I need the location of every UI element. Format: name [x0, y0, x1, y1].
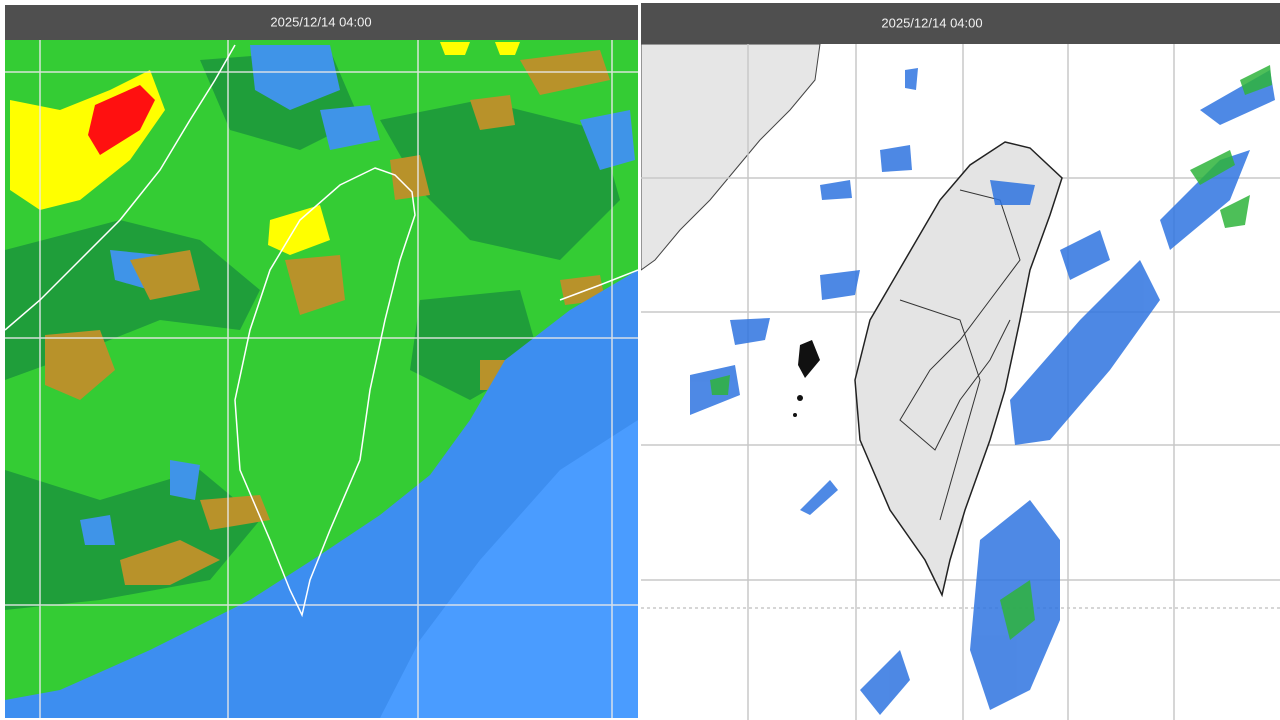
radar-echo-part	[1010, 260, 1160, 445]
brown-cloud-part	[470, 95, 515, 130]
high-cloud-yellow-part	[495, 42, 520, 55]
islands-part	[797, 395, 803, 401]
brown-cloud-part	[45, 330, 115, 400]
satellite-panel: 2025/12/14 04:00	[4, 5, 639, 718]
radar-echo-green-part	[1220, 195, 1250, 228]
dark-cloud-part	[5, 470, 260, 610]
radar-echo-part	[730, 318, 770, 345]
brown-cloud-part	[130, 250, 200, 300]
sat-grid	[5, 40, 638, 718]
radar-echo-part	[800, 480, 838, 515]
china-coastline	[4, 44, 639, 331]
taiwan-coastline	[234, 167, 416, 618]
cold-cloud-blue	[80, 45, 635, 545]
cold-cloud-blue-part	[170, 460, 200, 500]
radar-echo-part	[880, 145, 912, 172]
high-cloud-yellow-part	[440, 42, 470, 55]
islands-part	[798, 340, 820, 378]
radar-echo-part	[820, 180, 852, 200]
islands	[793, 340, 820, 417]
taiwan	[854, 141, 1063, 598]
islands-part	[793, 413, 797, 417]
cloud-top-red	[88, 85, 155, 155]
radar-echo-part	[820, 270, 860, 300]
cold-cloud-blue-part	[580, 110, 635, 170]
radar-echo-part	[990, 180, 1035, 205]
radar-echo-part	[860, 650, 910, 715]
radar-echo-part	[1060, 230, 1110, 280]
brown-cloud-part	[200, 495, 270, 530]
dark-cloud-part	[380, 100, 620, 260]
sat-header	[5, 5, 638, 40]
radar-echo-part	[1160, 150, 1250, 250]
cold-cloud-blue-part	[250, 45, 340, 110]
radar-timestamp: 2025/12/14 04:00	[881, 15, 982, 30]
ocean-clear-sky-light	[380, 420, 638, 718]
radar-echo-green-part	[1190, 150, 1235, 185]
radar-echo-green	[710, 65, 1272, 640]
sat-timestamp: 2025/12/14 04:00	[270, 14, 371, 29]
divider	[638, 0, 641, 720]
high-cloud-yellow-part	[268, 205, 330, 255]
radar-panel: 2025/12/14 04:00	[640, 3, 1280, 720]
radar-echo-green-part	[1000, 580, 1035, 640]
cold-cloud-blue-part	[80, 515, 115, 545]
radar-echo-part	[905, 68, 918, 90]
radar-echo-green-part	[710, 375, 730, 395]
radar-echo-green-part	[1240, 65, 1272, 95]
brown-cloud-part	[390, 155, 430, 200]
brown-cloud-part	[285, 255, 345, 315]
brown-cloud	[45, 50, 610, 585]
county-borders	[899, 189, 1021, 521]
brown-cloud-part	[120, 540, 220, 585]
radar-header	[641, 3, 1280, 44]
china-coast	[640, 43, 821, 271]
cold-cloud-blue-part	[320, 105, 380, 150]
